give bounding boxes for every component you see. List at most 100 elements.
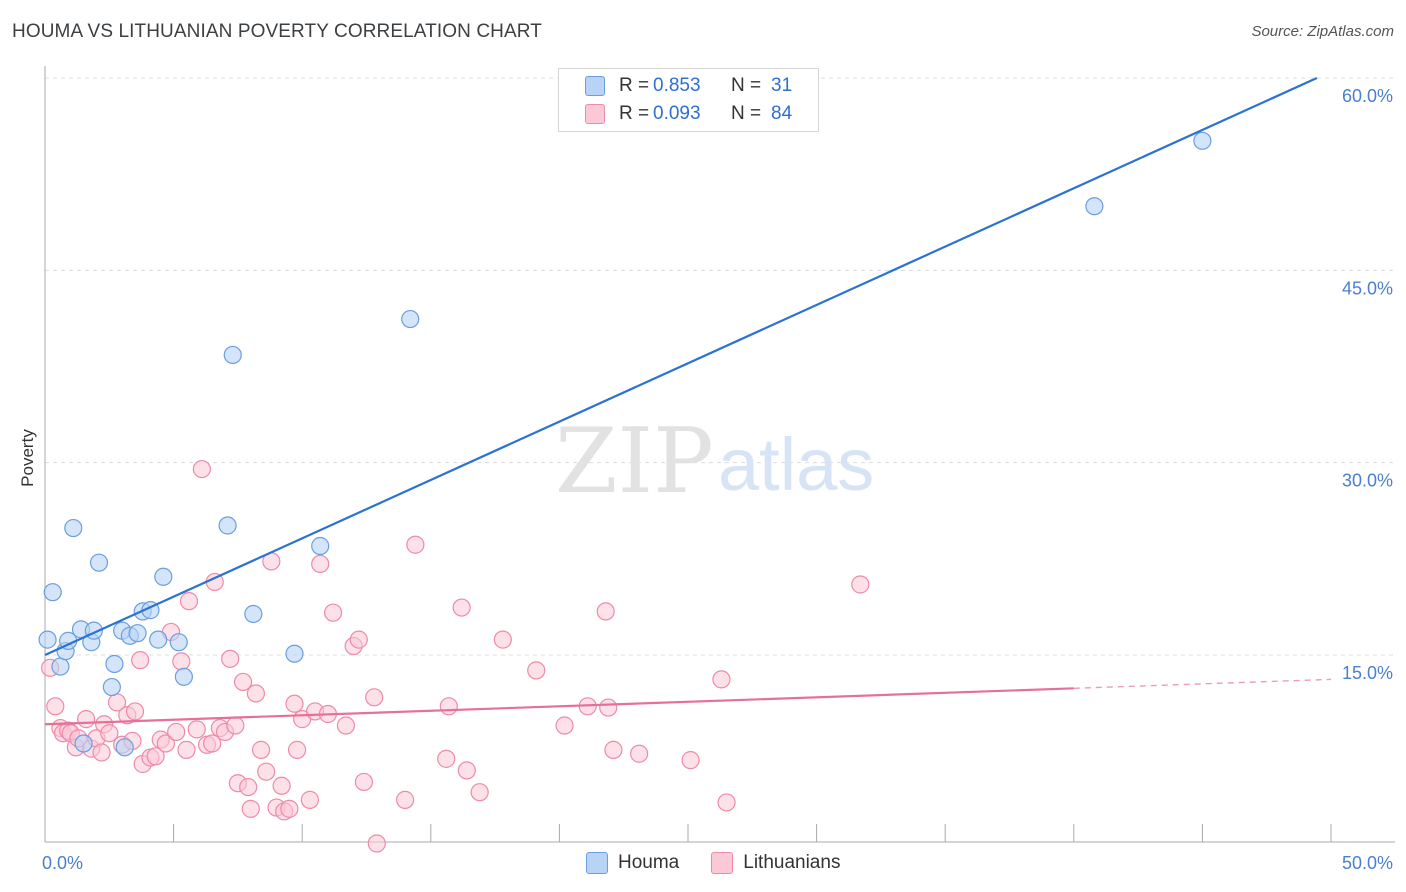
bottom-legend-lithuanians: Lithuanians [711, 852, 840, 874]
houma-point [115, 738, 134, 757]
houma-point [169, 633, 188, 652]
lithuanians-point [470, 783, 489, 802]
bottom-legend: Houma Lithuanians [586, 852, 872, 874]
houma-point [74, 734, 93, 753]
lithuanians-swatch [711, 852, 734, 874]
lithuanians-point [246, 684, 266, 703]
source-label: Source: ZipAtlas.com [1251, 23, 1394, 40]
houma-point [154, 567, 173, 586]
lithuanians-point [851, 575, 870, 594]
lithuanians-point [179, 592, 199, 611]
lithuanians-point [233, 672, 253, 692]
lithuanians-point [395, 790, 415, 809]
y-tick-label: 15.0% [1342, 663, 1393, 683]
lithuanians-point [287, 740, 307, 759]
lithuanians-point [92, 743, 111, 762]
legend-r-value: 0.853 [653, 75, 701, 96]
houma-point [1193, 131, 1212, 150]
gridlines [45, 77, 1395, 656]
lithuanians-point [527, 661, 546, 680]
axes [44, 66, 1395, 843]
houma-point [1085, 197, 1104, 216]
lithuanians-point [311, 554, 330, 574]
legend: R = 0.853 N = 31 R = 0.093 N = 84 [558, 68, 819, 132]
legend-n-label: N = [731, 103, 762, 124]
lithuanians-point [131, 651, 150, 670]
watermark-zip: ZIP [555, 409, 714, 514]
lithuanians-point [596, 602, 615, 621]
y-tick-label: 60.0% [1342, 86, 1393, 106]
houma-point [149, 630, 168, 649]
y-tick-label: 30.0% [1342, 471, 1393, 491]
houma-swatch [586, 852, 608, 874]
lithuanians-point [172, 652, 191, 671]
houma-point [128, 624, 147, 643]
lithuanians-trend-line [44, 687, 1074, 726]
lithuanians-swatch [585, 104, 605, 124]
houma-point [43, 583, 62, 602]
legend-row-houma: R = 0.853 N = 31 [585, 73, 792, 99]
lithuanians-point [555, 716, 574, 735]
houma-point [105, 654, 124, 674]
lithuanians-point [221, 649, 240, 668]
y-axis-label: Poverty [18, 429, 37, 487]
legend-row-lithuanians: R = 0.093 N = 84 [585, 101, 792, 127]
lithuanians-point [46, 697, 65, 716]
lithuanians-point [493, 630, 512, 649]
lithuanians-point [251, 740, 271, 759]
legend-r-value: 0.093 [653, 103, 701, 124]
lithuanians-point [599, 698, 618, 717]
houma-point [89, 553, 109, 572]
lithuanians-point [285, 694, 304, 713]
lithuanians-point [336, 716, 356, 735]
lithuanians-point [257, 762, 276, 781]
lithuanians-point [192, 459, 211, 479]
lithuanians-point [452, 598, 471, 617]
watermark: ZIP atlas [555, 409, 874, 514]
watermark-atlas: atlas [718, 423, 874, 506]
lithuanians-point [280, 799, 299, 818]
lithuanians-point [712, 670, 731, 689]
legend-r-label: R = [619, 103, 650, 124]
houma-point [401, 309, 420, 329]
bottom-legend-lithuanians-label: Lithuanians [743, 852, 841, 873]
trend-lines [44, 76, 1332, 726]
legend-n-value: 31 [771, 75, 793, 96]
lithuanians-point [457, 761, 476, 780]
houma-point [244, 604, 263, 624]
lithuanians-point [437, 749, 456, 768]
houma-point [102, 677, 121, 697]
legend-r-label: R = [619, 75, 650, 96]
houma-points [38, 131, 1212, 757]
lithuanians-point [239, 777, 258, 797]
lithuanians-point [125, 702, 145, 721]
lithuanians-point [439, 697, 458, 716]
lithuanians-point [187, 720, 206, 739]
bottom-legend-houma-label: Houma [618, 852, 680, 873]
houma-point [64, 518, 83, 538]
houma-trend-line [44, 76, 1318, 657]
houma-point [174, 667, 193, 686]
houma-point [38, 630, 57, 649]
y-tick-label: 45.0% [1342, 278, 1393, 298]
houma-point [311, 536, 330, 556]
lithuanians-point [349, 630, 368, 649]
legend-n-value: 84 [771, 103, 793, 124]
lithuanians-trend-extension [1073, 678, 1332, 690]
lithuanians-point [323, 603, 343, 622]
lithuanians-point [272, 776, 291, 795]
lithuanians-point [300, 790, 320, 809]
lithuanians-point [367, 834, 386, 853]
lithuanians-point [77, 710, 96, 729]
lithuanians-point [717, 793, 736, 812]
lithuanians-point [100, 724, 119, 743]
y-tick-labels: 15.0% 30.0% 45.0% 60.0% [1342, 86, 1393, 683]
chart-title: HOUMA VS LITHUANIAN POVERTY CORRELATION … [12, 21, 542, 42]
lithuanians-point [226, 716, 245, 735]
lithuanians-point [604, 740, 623, 759]
lithuanians-point [156, 734, 175, 753]
bottom-legend-houma: Houma [586, 852, 679, 874]
lithuanians-point [406, 535, 425, 554]
lithuanians-points [41, 459, 870, 853]
houma-swatch [585, 76, 605, 96]
